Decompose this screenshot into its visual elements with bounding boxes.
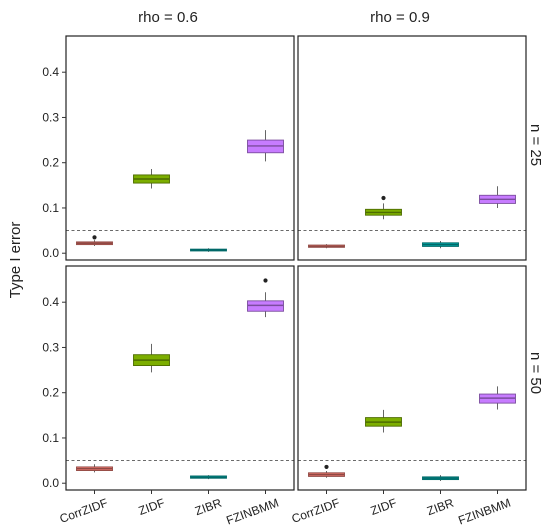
panel-background bbox=[298, 36, 526, 260]
panel-background bbox=[298, 266, 526, 490]
panel-background bbox=[66, 266, 294, 490]
y-tick-label: 0.1 bbox=[42, 201, 59, 215]
y-tick-label: 0.4 bbox=[42, 65, 59, 79]
box-fzinbmm bbox=[247, 278, 284, 318]
y-axis-title: Type I error bbox=[7, 222, 24, 299]
y-tick-label: 0.3 bbox=[42, 110, 59, 124]
y-tick-label: 0.1 bbox=[42, 431, 59, 445]
box-fzinbmm bbox=[479, 186, 516, 208]
panel-r0-c0: 0.0 0.1 0.2 0.3 0.4 bbox=[42, 35, 295, 261]
row-strip-label-n-50: n = 50 bbox=[527, 352, 544, 394]
x-tick-label-zidf: ZIDF bbox=[137, 496, 167, 518]
panel-border bbox=[65, 35, 295, 261]
box-fzinbmm bbox=[247, 130, 284, 162]
box-zibr bbox=[190, 475, 227, 480]
x-tick-label-zidf: ZIDF bbox=[369, 496, 399, 518]
box-corrzidf bbox=[76, 464, 113, 473]
panel-r0-c1 bbox=[297, 35, 527, 261]
y-tick-label: 0.0 bbox=[42, 246, 59, 260]
box-fzinbmm bbox=[479, 386, 516, 410]
panel-border bbox=[297, 35, 527, 261]
y-tick-label: 0.4 bbox=[42, 295, 59, 309]
y-tick-label: 0.2 bbox=[42, 156, 59, 170]
panels-layer: 0.0 0.1 0.2 0.3 0.4 0.0 0.1 0.2 0.3 0.4 CorrZIDF ZI… bbox=[42, 35, 527, 528]
x-tick-label-corrzidf: CorrZIDF bbox=[58, 496, 110, 526]
panel-border bbox=[65, 265, 295, 491]
box-zibr bbox=[422, 240, 459, 249]
column-strip-label-rho-0-9: rho = 0.9 bbox=[370, 9, 430, 26]
x-tick-label-zibr: ZIBR bbox=[425, 496, 456, 519]
panel-border bbox=[297, 265, 527, 491]
box-zidf bbox=[133, 343, 170, 373]
labels-layer: rho = 0.6 rho = 0.9 n = 25 n = 50 Type I… bbox=[7, 9, 544, 394]
box-corrzidf bbox=[76, 235, 113, 246]
outlier-point bbox=[263, 278, 268, 283]
y-tick-label: 0.2 bbox=[42, 386, 59, 400]
box-corrzidf bbox=[308, 464, 345, 478]
panel-r1-c0: 0.0 0.1 0.2 0.3 0.4 CorrZIDF ZIDF ZIBR FZINBMM bbox=[42, 265, 295, 528]
outlier-point bbox=[92, 235, 97, 240]
box-zidf bbox=[365, 195, 402, 220]
x-tick-label-corrzidf: CorrZIDF bbox=[290, 496, 342, 526]
box-zibr bbox=[190, 248, 227, 252]
x-tick-label-fzinbmm: FZINBMM bbox=[224, 496, 280, 528]
box-corrzidf bbox=[308, 244, 345, 249]
x-tick-label-fzinbmm: FZINBMM bbox=[456, 496, 512, 528]
column-strip-label-rho-0-6: rho = 0.6 bbox=[138, 9, 198, 26]
panel-r1-c1: CorrZIDF ZIDF ZIBR FZINBMM bbox=[290, 265, 527, 528]
y-tick-label: 0.3 bbox=[42, 340, 59, 354]
row-strip-label-n-25: n = 25 bbox=[527, 124, 544, 166]
outlier-point bbox=[324, 464, 329, 470]
outlier-point bbox=[381, 195, 386, 201]
box-zibr bbox=[422, 475, 459, 481]
y-tick-label: 0.0 bbox=[42, 476, 59, 490]
x-tick-label-zibr: ZIBR bbox=[193, 496, 224, 519]
box-zidf bbox=[133, 169, 170, 189]
box-zidf bbox=[365, 409, 402, 433]
